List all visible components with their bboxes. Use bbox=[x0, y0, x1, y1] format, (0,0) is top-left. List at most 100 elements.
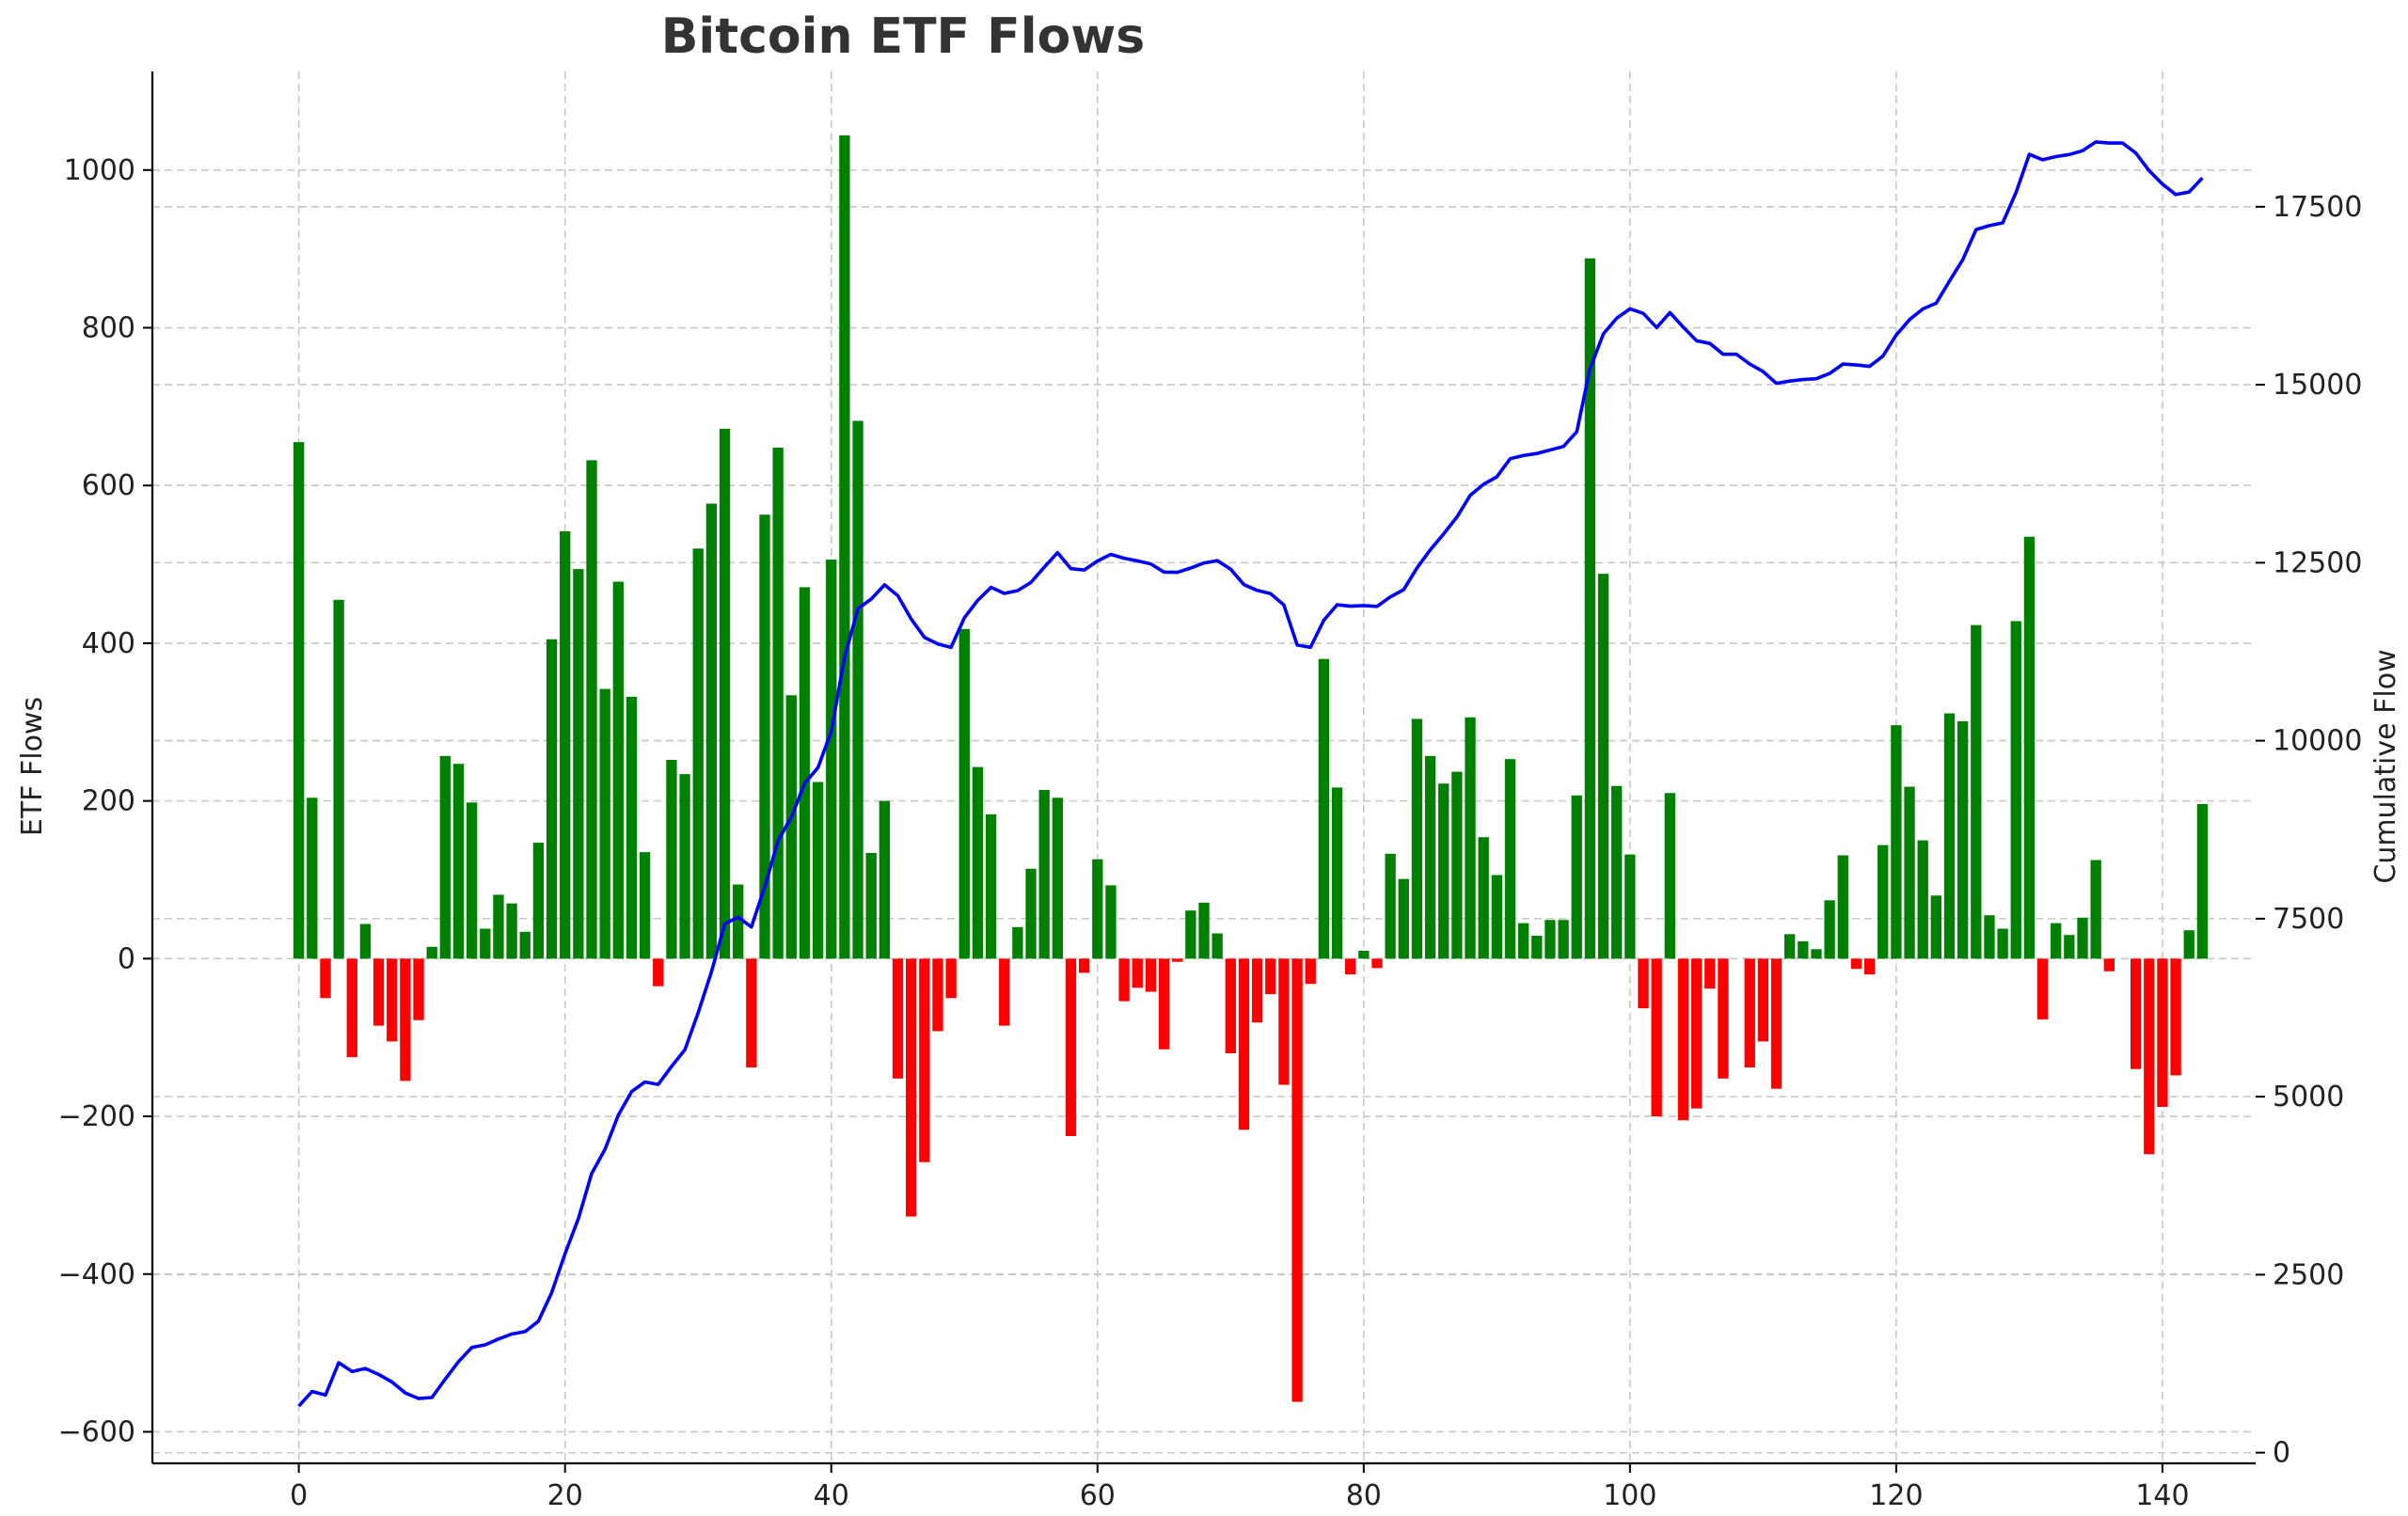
y-tick-label: 800 bbox=[82, 312, 135, 345]
etf-flow-bar bbox=[626, 696, 638, 959]
y-tick-label: 0 bbox=[118, 942, 135, 975]
etf-flow-bar bbox=[1345, 958, 1356, 975]
etf-flow-bar bbox=[1984, 915, 1995, 959]
etf-flow-bar bbox=[1877, 845, 1889, 959]
etf-flow-bar bbox=[519, 931, 531, 959]
y2-tick-label: 2500 bbox=[2273, 1258, 2344, 1291]
etf-flow-bar bbox=[372, 958, 385, 1026]
x-tick-label: 40 bbox=[814, 1479, 849, 1512]
etf-flow-bar bbox=[905, 958, 917, 1217]
etf-flow-bar bbox=[1491, 875, 1503, 959]
x-tick-label: 80 bbox=[1346, 1479, 1382, 1512]
etf-flow-bar bbox=[1078, 958, 1090, 973]
y2-tick-label: 12500 bbox=[2273, 546, 2362, 579]
etf-flow-bar bbox=[1358, 950, 1370, 959]
etf-flow-bar bbox=[532, 843, 545, 959]
etf-flow-bar bbox=[1025, 868, 1037, 959]
etf-flow-bar bbox=[1132, 958, 1143, 988]
etf-flow-bar bbox=[1757, 958, 1769, 1042]
etf-flow-bar bbox=[1092, 859, 1103, 959]
bar-layer bbox=[293, 134, 2209, 1402]
etf-flow-bar bbox=[1545, 920, 1556, 959]
etf-flow-bar bbox=[2130, 958, 2142, 1069]
etf-flow-bar bbox=[1225, 958, 1236, 1053]
etf-flow-bar bbox=[1038, 789, 1050, 959]
etf-flow-bar bbox=[1398, 878, 1409, 959]
y-tick-label: 200 bbox=[82, 785, 135, 818]
etf-flow-bar bbox=[612, 581, 624, 959]
x-tick-label: 100 bbox=[1603, 1479, 1656, 1512]
etf-flow-bar bbox=[493, 894, 504, 959]
x-tick-label: 120 bbox=[1869, 1479, 1923, 1512]
etf-flow-bar bbox=[1185, 910, 1196, 959]
x-tick-label: 140 bbox=[2135, 1479, 2189, 1512]
etf-flow-bar bbox=[666, 760, 677, 959]
etf-flow-bar bbox=[1824, 900, 1835, 959]
etf-flow-bar bbox=[826, 560, 837, 959]
etf-flow-bar bbox=[972, 766, 984, 959]
etf-flow-bar bbox=[2051, 923, 2062, 959]
etf-flow-bar bbox=[546, 639, 558, 959]
etf-flow-bar bbox=[653, 958, 664, 987]
etf-flow-bar bbox=[985, 813, 997, 959]
axis-layer: 0 20 40 60 80 100 120 140 −600 −400 −200 0 200 400 600… bbox=[58, 71, 2362, 1512]
etf-flow-bar bbox=[1291, 958, 1303, 1402]
etf-flow-bar bbox=[1465, 717, 1476, 959]
etf-flow-bar bbox=[932, 958, 943, 1032]
etf-flow-bar bbox=[1371, 958, 1383, 969]
etf-flow-bar bbox=[1850, 958, 1862, 970]
etf-flow-bar bbox=[1971, 624, 1982, 959]
etf-flow-bar bbox=[2196, 803, 2209, 959]
etf-flow-bar bbox=[1052, 797, 1063, 959]
etf-flow-bar bbox=[879, 800, 891, 959]
etf-flow-bar bbox=[679, 774, 690, 959]
etf-flow-bar bbox=[2077, 917, 2088, 959]
etf-flow-bar bbox=[1504, 759, 1516, 959]
etf-flow-bar bbox=[452, 764, 465, 959]
etf-flow-bar bbox=[799, 587, 811, 959]
etf-flow-bar bbox=[560, 530, 571, 959]
etf-flow-bar bbox=[1172, 958, 1183, 962]
etf-flow-bar bbox=[1105, 885, 1117, 959]
etf-flow-bar bbox=[1597, 574, 1609, 959]
etf-flow-bar bbox=[865, 852, 877, 959]
etf-flow-bar bbox=[1798, 940, 1809, 959]
etf-flow-bar bbox=[466, 802, 478, 959]
etf-flow-bar bbox=[1744, 958, 1755, 1068]
etf-flow-bar bbox=[1718, 958, 1729, 1079]
y2-tick-label: 5000 bbox=[2273, 1081, 2344, 1113]
etf-flow-bar bbox=[958, 628, 970, 959]
etf-flow-bar bbox=[2010, 621, 2021, 959]
grid-layer bbox=[152, 71, 2256, 1463]
etf-flow-bar bbox=[1305, 958, 1316, 985]
y-tick-label: 400 bbox=[82, 627, 135, 660]
etf-flow-bar bbox=[2036, 958, 2049, 1019]
etf-flow-bar bbox=[2064, 935, 2075, 959]
etf-flow-bar bbox=[480, 928, 491, 959]
etf-flow-bar bbox=[1438, 783, 1450, 959]
etf-flow-bar bbox=[586, 460, 597, 959]
y2-tick-label: 17500 bbox=[2273, 191, 2362, 224]
etf-flow-bar bbox=[852, 420, 863, 959]
etf-flow-bar bbox=[426, 946, 437, 959]
y2-tick-label: 7500 bbox=[2273, 903, 2344, 936]
etf-flow-bar bbox=[1411, 719, 1423, 959]
etf-flow-bar bbox=[1318, 658, 1330, 959]
etf-flow-bar bbox=[1198, 902, 1210, 959]
etf-flow-bar bbox=[1704, 958, 1716, 989]
y-tick-label: −200 bbox=[58, 1100, 135, 1133]
etf-flow-bar bbox=[1917, 840, 1928, 959]
etf-flow-bar bbox=[1837, 855, 1848, 959]
etf-flow-bar bbox=[333, 599, 344, 959]
etf-flow-bar bbox=[892, 958, 904, 1079]
etf-flow-bar bbox=[1863, 958, 1876, 975]
chart-title: Bitcoin ETF Flows bbox=[661, 8, 1146, 65]
etf-flow-bar bbox=[705, 503, 718, 959]
etf-flow-bar bbox=[2183, 930, 2194, 959]
etf-flow-bar bbox=[2157, 958, 2168, 1107]
etf-flow-bar bbox=[1690, 958, 1703, 1109]
etf-flow-bar bbox=[1943, 713, 1956, 959]
etf-flow-bar bbox=[1638, 958, 1649, 1009]
